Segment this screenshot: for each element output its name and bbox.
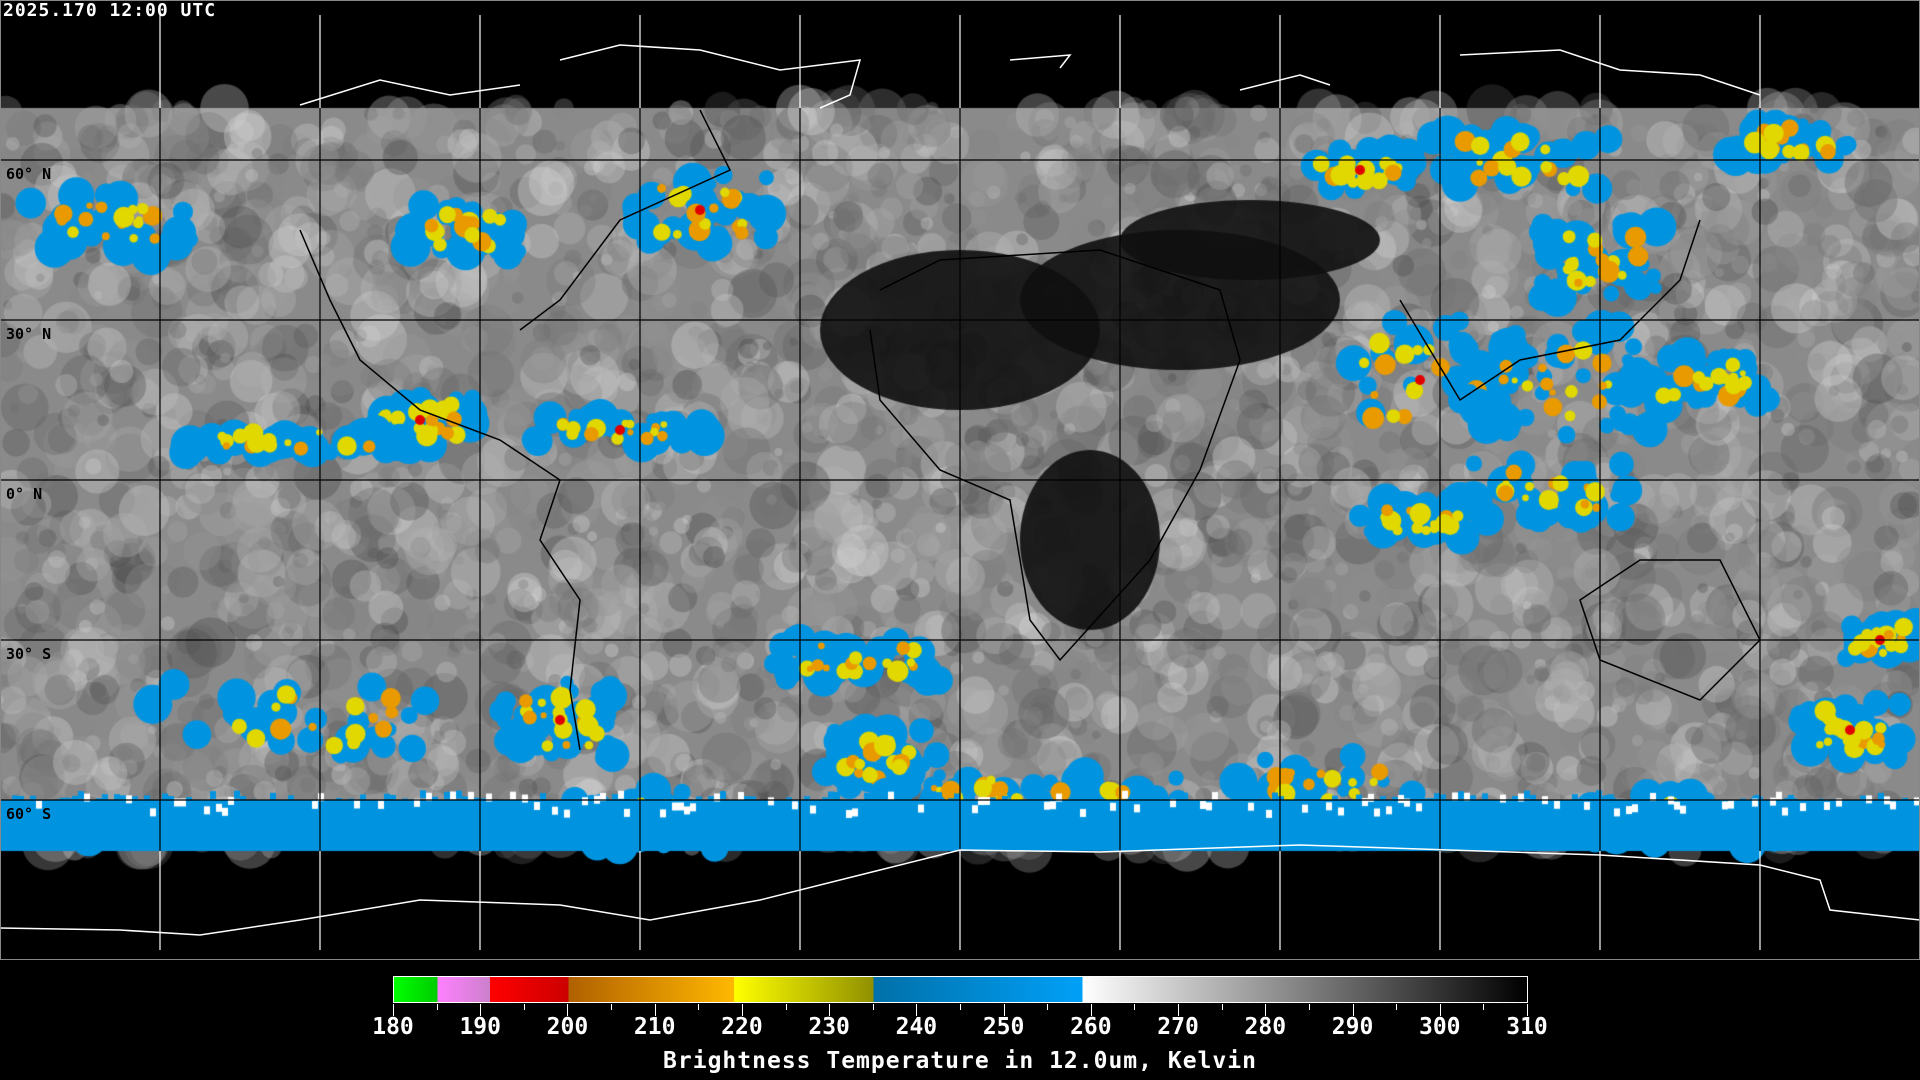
lat-label-equator: 0° N: [6, 485, 43, 503]
colorbar-tick: [1265, 1004, 1267, 1016]
colorbar-tick: [523, 1004, 525, 1010]
colorbar-tick: [741, 1004, 743, 1016]
colorbar-tick-label: 230: [808, 1014, 850, 1040]
colorbar-tick: [480, 1004, 482, 1016]
lat-label-60n: 60° N: [6, 165, 52, 183]
colorbar-tick: [1483, 1004, 1485, 1010]
antarctica-coastline: [0, 844, 1920, 936]
lat-label-60s: 60° S: [6, 805, 52, 823]
satellite-map: 2025.170 12:00 UTC 60° N 30° N 0° N 30° …: [0, 0, 1920, 960]
colorbar-tick: [393, 1004, 394, 1016]
colorbar-tick-label: 190: [459, 1014, 501, 1040]
grid-overlay: [0, 15, 1920, 950]
colorbar-tick-label: 300: [1418, 1014, 1461, 1040]
colorbar-tick: [1439, 1004, 1441, 1016]
colorbar-tick-label: 280: [1244, 1014, 1287, 1040]
colorbar-tick-label: 310: [1506, 1014, 1548, 1040]
colorbar-tick-label: 240: [895, 1014, 938, 1040]
colorbar-tick: [829, 1004, 831, 1016]
colorbar: [393, 976, 1528, 1003]
colorbar-tick: [960, 1004, 961, 1010]
colorbar-tick: [567, 1004, 569, 1016]
colorbar-tick-label: 270: [1157, 1014, 1199, 1040]
colorbar-tick: [1527, 1004, 1528, 1016]
colorbar-tick: [872, 1004, 874, 1010]
colorbar-title: Brightness Temperature in 12.0um, Kelvin: [663, 1048, 1257, 1074]
colorbar-tick: [916, 1004, 918, 1016]
lat-label-30n: 30° N: [6, 325, 52, 343]
colorbar-tick: [785, 1004, 787, 1010]
colorbar-tick-label: 290: [1331, 1014, 1374, 1040]
colorbar-tick: [436, 1004, 438, 1010]
colorbar-tick: [1221, 1004, 1223, 1010]
colorbar-tick-label: 210: [633, 1014, 676, 1040]
lat-label-30s: 30° S: [6, 645, 52, 663]
continent-coastlines: [299, 109, 1761, 751]
timestamp: 2025.170 12:00 UTC: [3, 0, 217, 21]
colorbar-tick-label: 260: [1070, 1014, 1112, 1040]
colorbar-tick: [1003, 1004, 1005, 1016]
colorbar-tick-label: 220: [721, 1014, 763, 1040]
colorbar-tick: [1134, 1004, 1136, 1010]
colorbar-tick: [1178, 1004, 1180, 1016]
colorbar-tick: [654, 1004, 656, 1016]
colorbar-tick: [698, 1004, 700, 1010]
colorbar-tick-label: 200: [546, 1014, 589, 1040]
colorbar-tick-label: 250: [982, 1014, 1025, 1040]
arctic-coastline: [299, 44, 1761, 109]
colorbar-tick: [1352, 1004, 1354, 1016]
colorbar-tick-label: 180: [372, 1014, 414, 1040]
colorbar-tick: [611, 1004, 613, 1010]
colorbar-tick: [1396, 1004, 1398, 1010]
colorbar-tick: [1308, 1004, 1310, 1010]
colorbar-tick: [1090, 1004, 1092, 1016]
colorbar-tick: [1047, 1004, 1049, 1010]
